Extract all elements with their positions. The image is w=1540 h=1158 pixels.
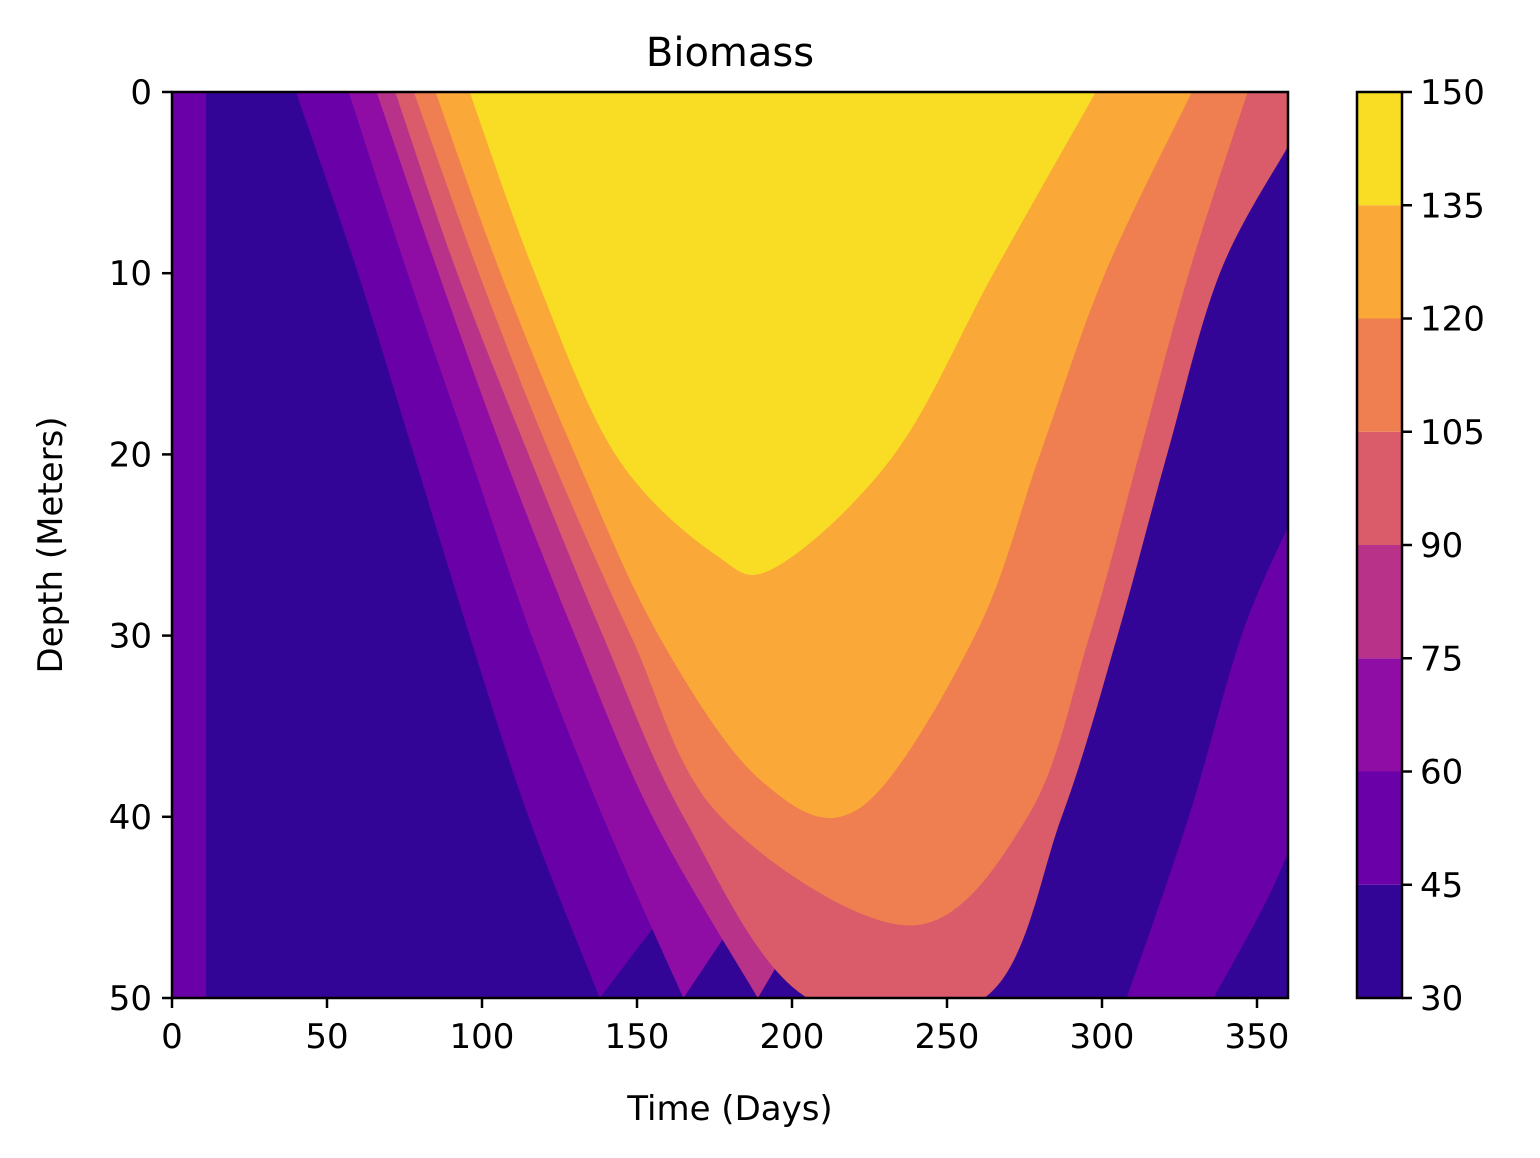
colorbar-tick-label: 30: [1420, 979, 1463, 1019]
y-tick-label: 0: [130, 73, 152, 113]
x-axis: 0 50 100 150 200 250 300 350: [161, 998, 1289, 1057]
colorbar-tick-label: 75: [1420, 639, 1463, 679]
y-tick-label: 50: [109, 979, 152, 1019]
x-tick-label: 150: [605, 1017, 670, 1057]
colorbar-tick-label: 90: [1420, 526, 1463, 566]
y-tick-label: 10: [109, 254, 152, 294]
colorbar-tick-label: 45: [1420, 866, 1463, 906]
y-tick-label: 30: [109, 617, 152, 657]
y-tick-label: 20: [109, 435, 152, 475]
chart-title: Biomass: [646, 30, 814, 76]
contour-band-late-60: [1126, 526, 1288, 998]
colorbar-segment: [1357, 205, 1402, 319]
contour-band-135: [469, 92, 1096, 576]
colorbar-segment: [1357, 884, 1402, 998]
colorbar-tick-label: 60: [1420, 753, 1463, 793]
colorbar-tick-label: 105: [1420, 413, 1485, 453]
x-tick-label: 250: [915, 1017, 980, 1057]
contour-band-early-45-60: [172, 92, 207, 998]
x-tick-label: 50: [305, 1017, 348, 1057]
colorbar: [1357, 92, 1402, 998]
plot-area: [172, 92, 1288, 998]
y-axis-label: Depth (Meters): [31, 416, 71, 673]
x-tick-label: 0: [161, 1017, 183, 1057]
x-axis-label: Time (Days): [626, 1089, 832, 1129]
colorbar-segment: [1357, 545, 1402, 659]
y-axis: 0 10 20 30 40 50: [109, 73, 172, 1019]
colorbar-segment: [1357, 658, 1402, 772]
colorbar-tick-label: 135: [1420, 186, 1485, 226]
x-tick-label: 100: [450, 1017, 515, 1057]
colorbar-segment: [1357, 431, 1402, 545]
colorbar-segment: [1357, 318, 1402, 432]
contour-band-late-45: [1213, 853, 1288, 998]
colorbar-tick-label: 120: [1420, 300, 1485, 340]
x-tick-label: 300: [1070, 1017, 1135, 1057]
colorbar-tick-label: 150: [1420, 73, 1485, 113]
x-tick-label: 350: [1225, 1017, 1290, 1057]
colorbar-segment: [1357, 92, 1402, 206]
x-tick-label: 200: [760, 1017, 825, 1057]
colorbar-ticks: 30 45 60 75 90 105 120 135 150: [1402, 73, 1485, 1019]
colorbar-segment: [1357, 771, 1402, 885]
plot-frame: [170, 90, 1290, 1000]
y-tick-label: 40: [109, 798, 152, 838]
